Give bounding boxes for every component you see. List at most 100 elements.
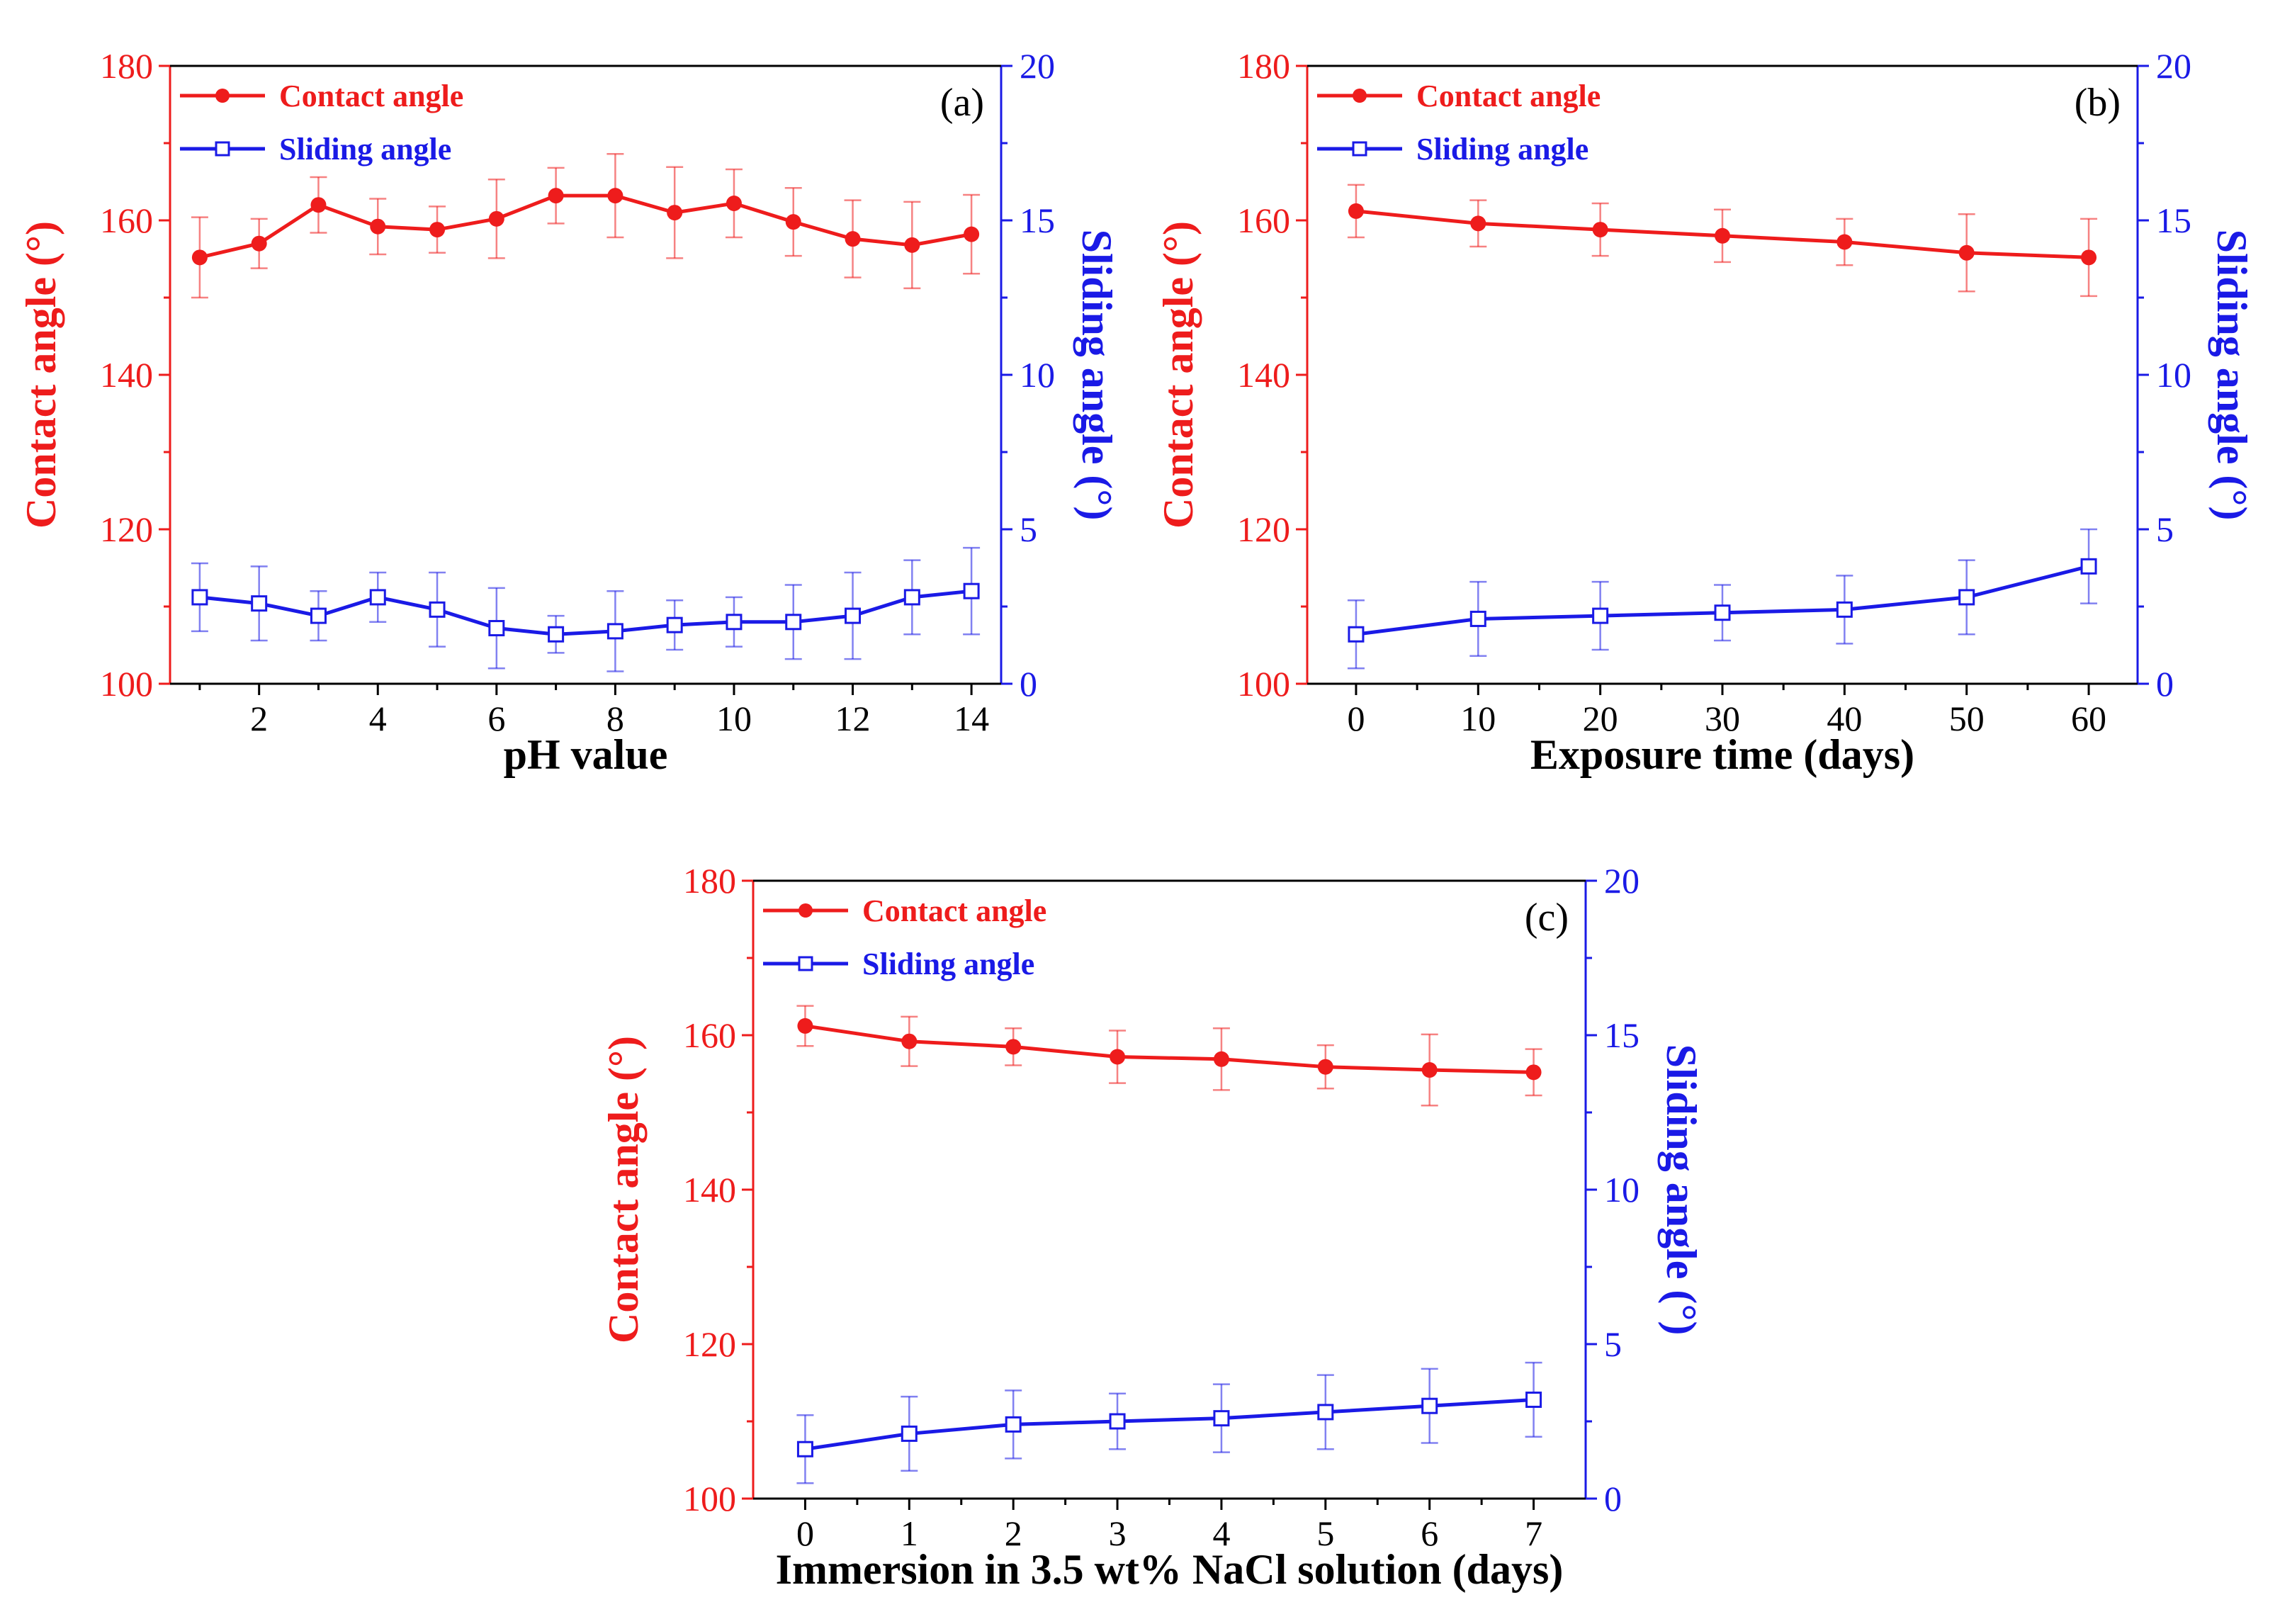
x-tick-label: 60 — [2071, 699, 2106, 738]
x-tick-label: 2 — [1005, 1513, 1022, 1553]
left-tick-label: 120 — [1237, 509, 1290, 549]
data-point — [1005, 1039, 1022, 1055]
x-axis-title: Immersion in 3.5 wt% NaCl solution (days… — [776, 1546, 1564, 1593]
contact-angle-series — [191, 153, 981, 299]
x-tick-label: 5 — [1316, 1513, 1334, 1553]
data-point — [904, 237, 920, 253]
legend-contact-marker — [1353, 89, 1367, 103]
data-point — [607, 188, 623, 204]
data-point — [369, 589, 386, 606]
right-tick-label: 15 — [1020, 201, 1055, 240]
legend-contact-label: Contact angle — [862, 893, 1046, 928]
left-tick-label: 100 — [683, 1479, 736, 1518]
left-axis-title: Contact angle (°) — [600, 1036, 647, 1343]
x-tick-label: 4 — [1212, 1513, 1230, 1553]
data-point — [429, 222, 446, 238]
data-point — [251, 595, 268, 612]
data-point — [1469, 610, 1486, 627]
legend: Contact angle Sliding angle — [1317, 79, 1601, 167]
data-point — [1592, 222, 1608, 238]
panel-label: (b) — [2075, 81, 2121, 125]
series-line — [805, 1024, 1534, 1074]
left-tick-label: 140 — [100, 355, 153, 395]
right-axis-title: Sliding angle (°) — [1658, 1044, 1705, 1336]
x-axis-title: pH value — [504, 731, 668, 778]
x-tick-label: 6 — [1421, 1513, 1438, 1553]
data-point — [1525, 1064, 1542, 1081]
right-tick-label: 5 — [2156, 509, 2174, 549]
data-point — [964, 226, 980, 242]
right-tick-label: 15 — [2156, 201, 2191, 240]
left-tick-label: 180 — [100, 46, 153, 86]
data-point — [251, 235, 267, 252]
data-point — [191, 589, 208, 606]
x-tick-label: 50 — [1949, 699, 1985, 738]
data-point — [310, 197, 327, 213]
legend-sliding-marker — [215, 141, 230, 157]
panel-label: (c) — [1525, 896, 1569, 940]
x-tick-label: 7 — [1525, 1513, 1542, 1553]
data-point — [845, 607, 862, 624]
x-tick-label: 3 — [1109, 1513, 1127, 1553]
legend: Contact angle Sliding angle — [180, 79, 463, 167]
data-point — [1958, 244, 1975, 261]
data-point — [726, 614, 743, 631]
right-tick-label: 20 — [1604, 861, 1640, 901]
data-point — [1005, 1416, 1022, 1433]
x-tick-label: 0 — [796, 1513, 814, 1553]
right-tick-label: 15 — [1604, 1015, 1640, 1055]
data-point — [666, 616, 683, 633]
left-tick-label: 160 — [100, 201, 153, 240]
data-point — [310, 607, 327, 624]
data-point — [488, 620, 505, 637]
x-tick-label: 10 — [1460, 699, 1496, 738]
data-point — [429, 601, 446, 618]
x-tick-label: 1 — [901, 1513, 918, 1553]
contact-angle-series — [1347, 184, 2098, 298]
data-point — [1714, 604, 1731, 621]
data-point — [797, 1017, 813, 1034]
x-tick-label: 30 — [1705, 699, 1740, 738]
legend-contact-marker — [215, 89, 230, 103]
data-point — [667, 205, 683, 221]
legend-contact-marker — [798, 903, 813, 918]
series-line — [199, 193, 972, 259]
right-tick-label: 0 — [1604, 1479, 1622, 1518]
data-point — [1421, 1397, 1438, 1414]
x-tick-label: 4 — [369, 699, 387, 738]
data-point — [726, 196, 742, 212]
data-point — [1348, 626, 1365, 643]
chart-panel-a: 100 120 140 160 180 0 5 10 15 20 2 4 6 8 10 12 14 pH valu… — [18, 46, 1120, 778]
x-tick-label: 40 — [1827, 699, 1862, 738]
legend: Contact angle Sliding angle — [763, 893, 1046, 981]
data-point — [1470, 215, 1486, 232]
legend-sliding-label: Sliding angle — [279, 132, 451, 167]
legend-sliding-label: Sliding angle — [862, 947, 1034, 981]
data-point — [1525, 1391, 1542, 1408]
data-point — [548, 626, 565, 643]
right-tick-label: 10 — [1020, 355, 1055, 395]
x-tick-label: 8 — [606, 699, 624, 738]
data-point — [2081, 249, 2097, 266]
data-point — [903, 589, 920, 606]
data-point — [1715, 227, 1730, 244]
data-point — [1213, 1410, 1230, 1427]
right-axis-title: Sliding angle (°) — [2208, 230, 2255, 521]
left-tick-label: 140 — [683, 1170, 736, 1209]
legend-sliding-marker — [798, 956, 813, 971]
right-tick-label: 20 — [1020, 46, 1055, 86]
right-tick-label: 0 — [2156, 664, 2174, 704]
legend-sliding-label: Sliding angle — [1416, 132, 1588, 167]
data-point — [1213, 1051, 1229, 1067]
left-tick-label: 120 — [683, 1324, 736, 1364]
data-point — [488, 210, 504, 227]
contact-angle-series — [796, 1005, 1542, 1107]
right-tick-label: 10 — [1604, 1170, 1640, 1209]
data-point — [1109, 1413, 1126, 1430]
series-line — [199, 589, 972, 636]
x-axis-title: Exposure time (days) — [1530, 731, 1914, 778]
left-tick-label: 160 — [1237, 201, 1290, 240]
data-point — [1836, 234, 1853, 250]
data-point — [1348, 203, 1364, 219]
